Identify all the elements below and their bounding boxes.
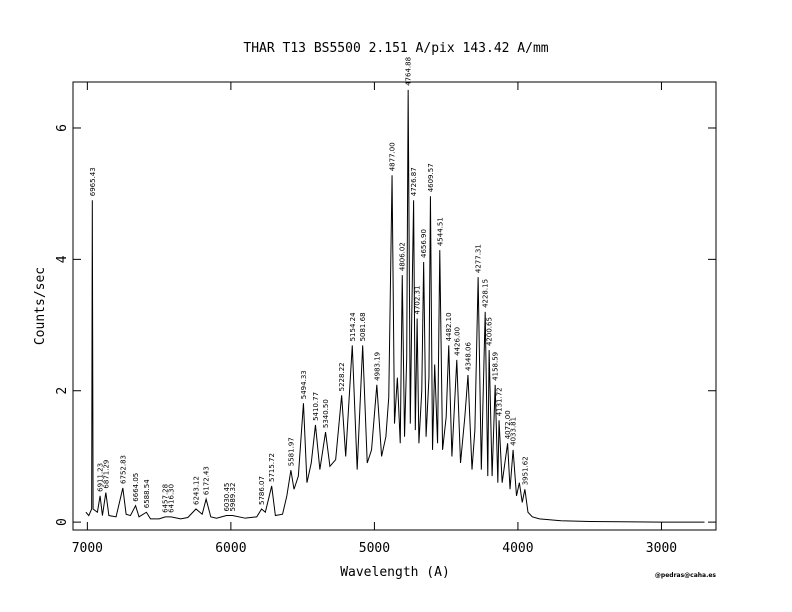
- plot-frame: [72, 81, 717, 531]
- line-annotation: 5340.50: [322, 399, 330, 428]
- y-tick-label: 0: [55, 518, 70, 526]
- footnote: @pedras@caha.es: [655, 572, 717, 579]
- line-annotation: 4702.31: [414, 286, 422, 315]
- line-annotation: 4348.06: [464, 341, 472, 370]
- line-annotation: 4877.00: [389, 142, 397, 171]
- line-annotation: 6457.28: [162, 484, 170, 513]
- line-annotation: 4764.88: [405, 57, 413, 86]
- line-annotation: 4158.59: [492, 352, 500, 381]
- line-annotation: 6243.12: [192, 476, 200, 505]
- line-annotation: 5715.72: [268, 453, 276, 482]
- y-tick-label: 6: [55, 124, 70, 132]
- chart-title: THAR T13 BS5500 2.151 A/pix 143.42 A/mm: [243, 41, 548, 56]
- spectrum-line: [85, 89, 705, 523]
- line-annotation: 4656.90: [420, 229, 428, 258]
- line-annotation: 6030.45: [223, 483, 231, 512]
- line-annotation: 5494.33: [300, 370, 308, 399]
- line-annotation: 4131.72: [496, 387, 504, 416]
- line-annotation: 6911.23: [97, 463, 105, 492]
- line-annotation: 5989.32: [229, 483, 237, 512]
- line-annotation: 4544.51: [436, 217, 444, 246]
- line-annotation: 6664.05: [132, 473, 140, 502]
- x-tick-label: 7000: [72, 541, 103, 556]
- line-annotation: 4482.10: [445, 312, 453, 341]
- y-tick-label: 2: [55, 387, 70, 395]
- line-annotation: 4983.19: [373, 352, 381, 381]
- line-annotation: 6965.43: [89, 167, 97, 196]
- line-annotation: 4609.57: [427, 163, 435, 192]
- x-tick-label: 6000: [215, 541, 246, 556]
- line-annotation: 6416.30: [168, 484, 176, 513]
- line-annotation: 5081.68: [359, 312, 367, 341]
- line-annotation: 5410.77: [312, 392, 320, 421]
- line-annotation: 6588.54: [143, 479, 151, 508]
- line-annotation: 6752.83: [119, 455, 127, 484]
- line-annotation: 4228.15: [482, 279, 490, 308]
- line-annotation: 5786.07: [258, 476, 266, 505]
- line-annotation: 3951.62: [521, 456, 529, 485]
- line-annotation: 4806.02: [399, 242, 407, 271]
- x-tick-label: 5000: [359, 541, 390, 556]
- line-annotation: 4277.31: [475, 244, 483, 273]
- line-annotation: 4072.00: [504, 410, 512, 439]
- x-tick-label: 3000: [646, 541, 677, 556]
- y-tick-label: 4: [55, 255, 70, 263]
- x-tick-label: 4000: [502, 541, 533, 556]
- y-axis-label: Counts/sec: [33, 267, 48, 345]
- line-annotation: 6172.43: [203, 466, 211, 495]
- line-annotation: 4200.65: [486, 317, 494, 346]
- line-annotation: 5154.24: [349, 312, 357, 341]
- line-annotation: 5228.22: [338, 362, 346, 391]
- line-annotation: 5581.97: [287, 437, 295, 466]
- line-annotation: 6871.29: [102, 460, 110, 489]
- line-annotation: 4426.00: [453, 327, 461, 356]
- line-annotation: 4033.81: [510, 417, 518, 446]
- line-annotation: 4726.87: [410, 167, 418, 196]
- x-axis-label: Wavelength (A): [340, 565, 450, 580]
